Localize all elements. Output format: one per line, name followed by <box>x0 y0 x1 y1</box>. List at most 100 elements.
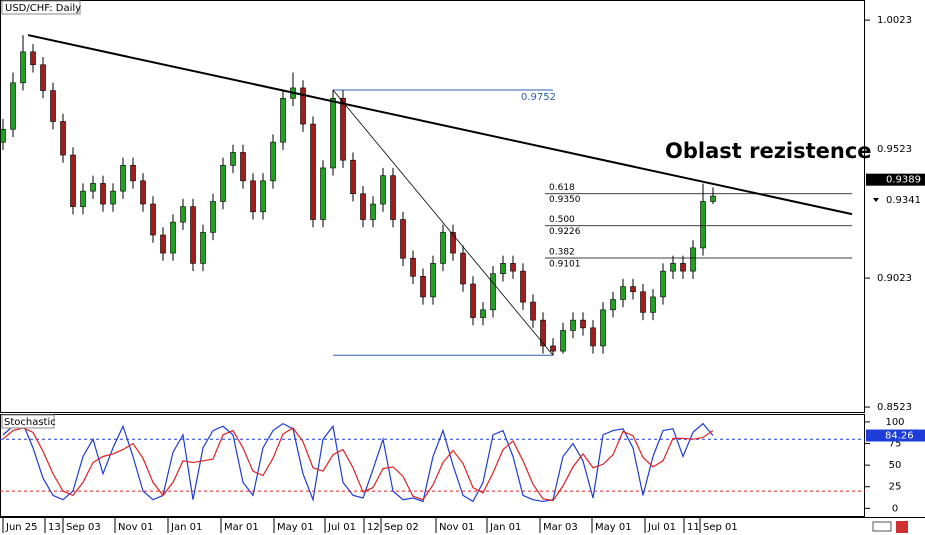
candle-body <box>410 257 416 277</box>
x-tick-label: Sep 01 <box>703 522 738 533</box>
stochastic-line <box>2 427 714 502</box>
scroll-icon[interactable] <box>872 521 892 532</box>
candle-body <box>110 190 116 205</box>
indicator-title: Stochastic <box>4 417 56 428</box>
candle-body <box>320 167 326 220</box>
candle-body <box>300 87 306 125</box>
price-label-box <box>866 194 925 207</box>
fib-price-label: 0.9101 <box>549 259 581 269</box>
price-label: 0.9341 <box>886 195 921 206</box>
indicator-title-box <box>1 414 55 429</box>
fib-ratio-label: 0.618 <box>549 183 575 193</box>
candle-body <box>330 97 336 169</box>
price-pane <box>0 0 865 413</box>
candle-body <box>460 252 466 285</box>
stochastic-pane <box>0 414 865 517</box>
y-tick-label: 25 <box>889 482 902 493</box>
candle-body <box>520 270 526 303</box>
candle-body <box>80 190 86 207</box>
candle-body <box>650 296 656 313</box>
y-tick-label: 0.9523 <box>877 144 912 155</box>
candle-body <box>630 286 636 293</box>
candle-body <box>550 345 556 352</box>
fib-ratio-label: 0.382 <box>549 247 575 257</box>
y-tick-label: 100 <box>885 417 904 428</box>
candle-body <box>600 309 606 347</box>
candle-body <box>200 232 206 264</box>
candle-body <box>260 180 266 213</box>
candle-body <box>190 206 196 264</box>
candle-body <box>450 232 456 254</box>
x-tick-label: Sep 02 <box>384 522 419 533</box>
x-tick-label: Jan 01 <box>170 522 202 533</box>
x-tick-label: May 01 <box>595 522 632 533</box>
candle-body <box>30 51 36 66</box>
candle-body <box>440 232 446 264</box>
candle-body <box>480 309 486 318</box>
candle-body <box>670 263 676 272</box>
candle-body <box>710 195 716 202</box>
candle-body <box>60 121 66 156</box>
candle-body <box>510 263 516 272</box>
candle-body <box>380 175 386 205</box>
marks: 1.0023 0.9523 0.9023 0.8523 Jun 25 13 Sep 03 No… <box>0 15 925 533</box>
candle-body <box>340 97 346 161</box>
candle-body <box>130 165 136 182</box>
candle-body <box>560 330 566 352</box>
candle-body <box>100 183 106 205</box>
candle-body <box>540 319 546 347</box>
candle-body <box>270 141 276 182</box>
fib-price-label: 0.9226 <box>549 227 581 237</box>
x-tick-label: May 01 <box>277 522 314 533</box>
candle-body <box>680 263 686 272</box>
candle-body <box>430 263 436 298</box>
candle-body <box>250 180 256 213</box>
candle-body <box>400 219 406 259</box>
current-value-label: 84.26 <box>885 431 914 442</box>
candle-body <box>70 154 76 207</box>
trendline <box>27 34 853 216</box>
title-box <box>1 0 81 15</box>
y-tick-label: 1.0023 <box>877 15 912 26</box>
candle-body <box>170 221 176 254</box>
candle-body <box>10 82 16 130</box>
x-tick-label: Nov 01 <box>439 522 474 533</box>
x-tick-label: Jun 25 <box>5 522 38 533</box>
candle-body <box>390 175 396 220</box>
candle-body <box>570 319 576 331</box>
stochastic-line <box>2 422 714 503</box>
shift-icon[interactable] <box>896 521 908 533</box>
y-tick-label: 0.8523 <box>877 402 912 413</box>
candle-body <box>370 203 376 220</box>
candle-body <box>620 286 626 300</box>
x-tick-label: 11 <box>687 522 700 533</box>
x-tick-label: Nov 01 <box>118 522 153 533</box>
candle-body <box>610 299 616 311</box>
chart-title: USD/CHF: Daily <box>5 3 81 14</box>
candle-body <box>150 203 156 236</box>
candle-body <box>160 234 166 254</box>
x-tick-label: Jul 01 <box>647 522 676 533</box>
candle-body <box>20 51 26 84</box>
candle-body <box>220 165 226 202</box>
candle-body <box>490 273 496 311</box>
candle-body <box>700 201 706 249</box>
x-tick-label: Jan 01 <box>489 522 521 533</box>
x-tick-label: Mar 01 <box>224 522 259 533</box>
current-value-box <box>866 429 925 442</box>
candle-body <box>40 64 46 91</box>
candle-body <box>420 275 426 298</box>
candle-body <box>500 263 506 274</box>
candle-body <box>580 319 586 329</box>
x-tick-label: 12 <box>367 522 380 533</box>
candle-body <box>120 165 126 192</box>
x-tick-label: 13 <box>48 522 61 533</box>
candle-body <box>180 206 186 223</box>
fib-ratio-label: 0.500 <box>549 215 575 225</box>
candle-body <box>590 327 596 347</box>
candle-body <box>230 152 236 166</box>
candle-body <box>640 291 646 313</box>
annotation: Oblast rezistence <box>665 139 872 163</box>
y-tick-label: 0 <box>892 503 898 514</box>
candle-body <box>0 128 6 143</box>
